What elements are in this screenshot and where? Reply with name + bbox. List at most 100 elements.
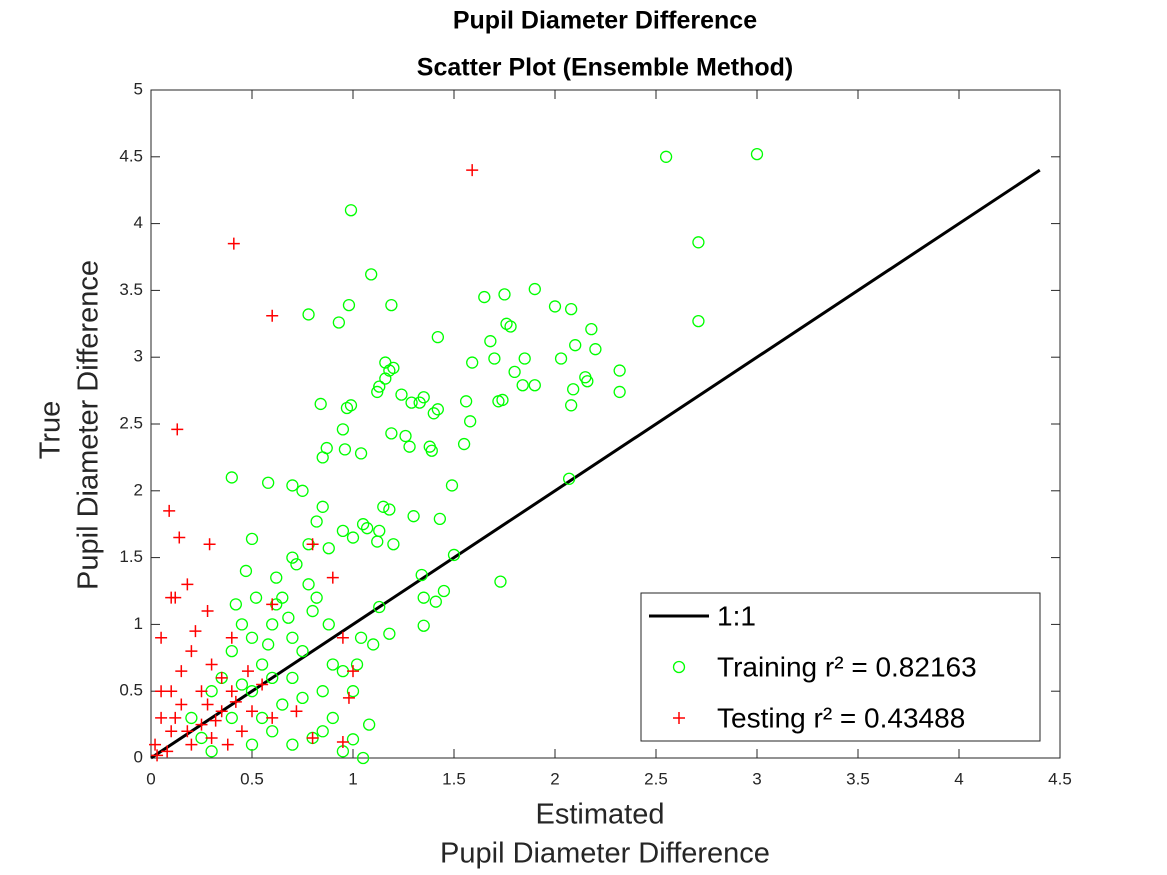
data-point xyxy=(255,658,269,671)
data-point xyxy=(365,268,378,281)
data-point xyxy=(425,444,438,457)
data-point xyxy=(175,698,188,711)
data-point xyxy=(427,407,440,420)
data-point xyxy=(310,515,323,528)
data-point xyxy=(659,150,673,163)
data-point xyxy=(302,308,315,321)
data-point xyxy=(165,725,178,738)
legend-label: Training r² = 0.82163 xyxy=(717,651,977,682)
data-point xyxy=(367,638,380,651)
data-point xyxy=(484,335,497,348)
data-point xyxy=(266,598,279,611)
data-point xyxy=(245,631,259,644)
data-point xyxy=(276,591,289,604)
data-point xyxy=(181,578,194,591)
data-point xyxy=(415,568,428,582)
x-tick-label: 1.5 xyxy=(442,769,466,788)
data-point xyxy=(528,282,541,296)
data-point xyxy=(225,631,238,644)
data-point xyxy=(229,695,242,708)
data-point xyxy=(195,718,208,731)
data-point xyxy=(215,671,228,684)
data-point xyxy=(346,685,360,698)
data-point xyxy=(431,403,444,416)
data-point xyxy=(548,300,562,313)
data-point xyxy=(528,379,541,392)
data-point xyxy=(379,372,392,385)
x-tick-label: 1 xyxy=(348,769,357,788)
data-point xyxy=(350,658,364,671)
x-tick-label: 0.5 xyxy=(240,769,264,788)
data-point xyxy=(276,698,289,711)
data-point xyxy=(338,443,352,456)
data-point xyxy=(286,479,299,492)
data-point xyxy=(466,164,479,177)
y-tick-label: 5 xyxy=(134,79,143,98)
data-point xyxy=(310,591,323,604)
data-point xyxy=(205,658,218,671)
y-axis-label: Pupil Diameter Difference xyxy=(73,260,105,590)
data-point xyxy=(569,339,582,352)
data-point xyxy=(354,447,368,460)
y-tick-label: 4 xyxy=(134,213,143,232)
data-point xyxy=(169,711,182,724)
y-tick-label: 2.5 xyxy=(119,413,143,432)
data-point xyxy=(565,302,578,316)
data-point xyxy=(302,578,315,591)
data-point xyxy=(215,705,228,718)
x-tick-label: 2.5 xyxy=(644,769,668,788)
data-point xyxy=(155,711,168,724)
data-point xyxy=(235,725,248,738)
x-axis-label: Pupil Diameter Difference xyxy=(440,838,770,870)
data-point xyxy=(225,644,238,658)
chart-title: Scatter Plot (Ensemble Method) xyxy=(417,54,793,82)
data-point xyxy=(518,352,531,365)
data-point xyxy=(383,627,396,640)
data-point xyxy=(286,671,299,684)
data-point xyxy=(371,385,384,399)
x-axis-label: Estimated xyxy=(536,799,665,831)
data-point xyxy=(262,476,275,489)
legend-label: Testing r² = 0.43488 xyxy=(717,702,965,733)
data-point xyxy=(613,364,626,377)
data-point xyxy=(516,379,529,392)
legend-swatch xyxy=(672,660,686,674)
data-point xyxy=(417,591,430,604)
data-point xyxy=(245,532,259,546)
data-point xyxy=(399,429,412,443)
data-point xyxy=(149,738,162,751)
data-point xyxy=(326,571,339,584)
data-point xyxy=(249,591,263,604)
data-point xyxy=(613,385,626,399)
data-point xyxy=(342,691,355,704)
data-point xyxy=(173,531,186,544)
data-point xyxy=(340,401,354,415)
data-point xyxy=(356,518,370,531)
data-point xyxy=(203,538,216,551)
data-point xyxy=(175,665,188,678)
data-point xyxy=(163,504,176,517)
legend-swatch xyxy=(673,712,685,724)
y-axis-label: True xyxy=(35,401,67,460)
data-point xyxy=(346,733,360,746)
data-point xyxy=(417,619,430,632)
data-point xyxy=(189,625,202,638)
data-point xyxy=(185,738,198,751)
data-point xyxy=(282,611,295,624)
data-point xyxy=(316,500,329,513)
x-tick-label: 0 xyxy=(146,769,155,788)
data-point xyxy=(262,638,275,651)
data-point xyxy=(363,718,376,731)
data-point xyxy=(296,691,309,705)
data-point xyxy=(554,352,568,365)
data-point xyxy=(322,618,335,631)
data-point xyxy=(314,397,327,411)
data-point xyxy=(171,423,184,436)
data-point xyxy=(161,745,174,758)
y-tick-label: 3.5 xyxy=(119,280,143,299)
data-point xyxy=(385,427,398,440)
data-point xyxy=(286,551,299,564)
y-tick-label: 0.5 xyxy=(119,681,143,700)
data-point xyxy=(316,451,329,464)
